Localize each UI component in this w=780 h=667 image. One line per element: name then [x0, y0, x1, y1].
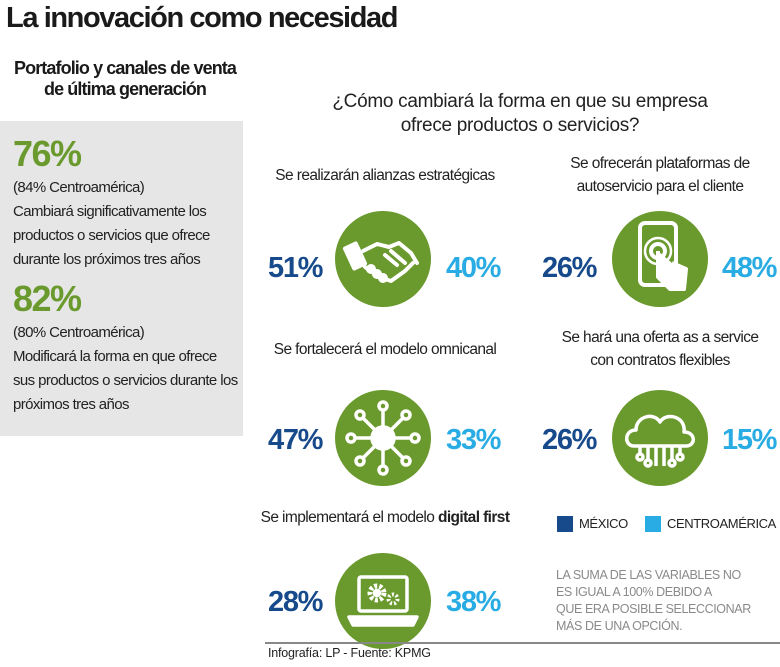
summary-note: (80% Centroamérica)	[13, 324, 145, 341]
question-line: ¿Cómo cambiará la forma en que su empres…	[332, 91, 708, 112]
option-label: Se ofrecerán plataformas de autoservicio…	[530, 152, 780, 198]
legend-label-mexico: MÉXICO	[579, 516, 628, 531]
summary-note: (84% Centroamérica)	[13, 179, 145, 196]
footnote-line: LA SUMA DE LAS VARIABLES NO	[556, 568, 741, 582]
summary-panel: 76% (84% Centroamérica) Cambiará signifi…	[0, 121, 243, 436]
mexico-value: 28%	[268, 586, 323, 618]
footnote-line: ES IGUAL A 100% DEBIDO A	[556, 585, 712, 599]
centroamerica-value: 48%	[722, 252, 777, 284]
laptop-gears-icon	[335, 553, 431, 649]
legend-label-centroamerica: CENTROAMÉRICA	[667, 516, 776, 531]
mexico-value: 26%	[542, 252, 597, 284]
question-heading: ¿Cómo cambiará la forma en que su empres…	[270, 90, 770, 138]
option-label: Se hará una oferta as a service con cont…	[530, 326, 780, 372]
divider	[265, 642, 780, 644]
summary-value: 76%	[13, 133, 82, 174]
option-label-prefix: Se implementará el modelo	[260, 509, 438, 526]
centroamerica-value: 33%	[446, 424, 501, 456]
section-subtitle: Portafolio y canales de venta de última …	[0, 58, 250, 100]
option-label-line: Se ofrecerán plataformas de	[570, 155, 750, 172]
mexico-value: 26%	[542, 424, 597, 456]
summary-value: 82%	[13, 278, 82, 319]
handshake-icon	[335, 211, 431, 307]
centroamerica-value: 15%	[722, 424, 777, 456]
smartphone-touch-icon	[612, 211, 708, 307]
summary-text: Cambiará significativamente los producto…	[13, 203, 210, 268]
footnote-line: MÁS DE UNA OPCIÓN.	[556, 619, 683, 633]
option-label: Se fortalecerá el modelo omnicanal	[273, 341, 497, 358]
centroamerica-value: 40%	[446, 252, 501, 284]
footnote-line: QUE ERA POSIBLE SELECCIONAR	[556, 602, 751, 616]
credit-line: Infografía: LP - Fuente: KPMG	[268, 646, 431, 660]
mexico-value: 51%	[268, 252, 323, 284]
summary-text: Modificará la forma en que ofrece sus pr…	[13, 348, 238, 413]
subtitle-line: de última generación	[43, 79, 207, 99]
centroamerica-value: 38%	[446, 586, 501, 618]
legend-swatch-mexico	[557, 516, 573, 532]
option-label: Se implementará el modelo digital first	[240, 506, 530, 529]
subtitle-line: Portafolio y canales de venta	[14, 58, 237, 78]
footnote: LA SUMA DE LAS VARIABLES NO ES IGUAL A 1…	[556, 567, 756, 635]
page-title: La innovación como necesidad	[6, 2, 398, 34]
option-label-line: autoservicio para el cliente	[576, 178, 744, 195]
network-hub-icon	[335, 390, 431, 486]
mexico-value: 47%	[268, 424, 323, 456]
cloud-circuit-icon	[612, 390, 708, 486]
option-label-line: Se hará una oferta as a service	[561, 329, 759, 346]
question-line: ofrece productos o servicios?	[400, 115, 640, 136]
option-label: Se realizarán alianzas estratégicas	[275, 167, 495, 184]
option-label-line: con contratos flexibles	[590, 352, 730, 369]
option-label-bold: digital first	[437, 509, 510, 526]
legend-swatch-centroamerica	[645, 516, 661, 532]
